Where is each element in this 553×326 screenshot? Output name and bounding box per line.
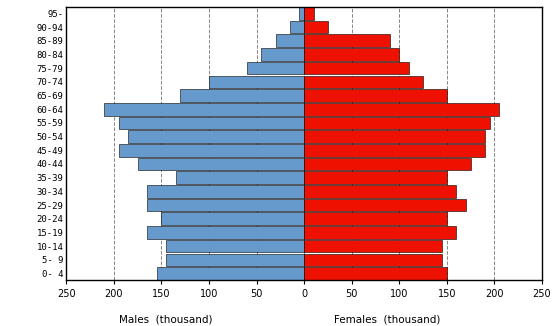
Bar — [304, 267, 447, 280]
Bar — [304, 7, 314, 20]
Text: Females  (thousand): Females (thousand) — [334, 315, 440, 325]
Bar — [262, 48, 304, 61]
Bar — [304, 240, 442, 252]
Bar — [299, 7, 304, 20]
Bar — [304, 171, 447, 184]
Bar — [304, 130, 485, 143]
Bar — [304, 21, 328, 33]
Bar — [304, 254, 442, 266]
Bar — [138, 158, 304, 170]
Bar — [304, 158, 471, 170]
Bar — [304, 76, 423, 88]
Bar — [147, 199, 304, 211]
Bar — [180, 89, 304, 102]
Bar — [304, 117, 489, 129]
Bar — [119, 117, 304, 129]
Bar — [209, 76, 304, 88]
Bar — [176, 171, 304, 184]
Bar — [304, 226, 456, 239]
Bar — [304, 35, 390, 47]
Bar — [147, 185, 304, 198]
Bar — [304, 185, 456, 198]
Bar — [156, 267, 304, 280]
Bar — [304, 48, 399, 61]
Bar — [119, 144, 304, 156]
Bar — [247, 62, 304, 74]
Bar — [147, 226, 304, 239]
Bar — [161, 213, 304, 225]
Bar — [275, 35, 304, 47]
Bar — [304, 199, 466, 211]
Bar — [105, 103, 304, 115]
Bar — [290, 21, 304, 33]
Bar — [304, 144, 485, 156]
Text: Males  (thousand): Males (thousand) — [119, 315, 213, 325]
Bar — [304, 89, 447, 102]
Bar — [304, 103, 499, 115]
Bar — [166, 240, 304, 252]
Bar — [166, 254, 304, 266]
Bar — [304, 213, 447, 225]
Bar — [304, 62, 409, 74]
Bar — [128, 130, 304, 143]
